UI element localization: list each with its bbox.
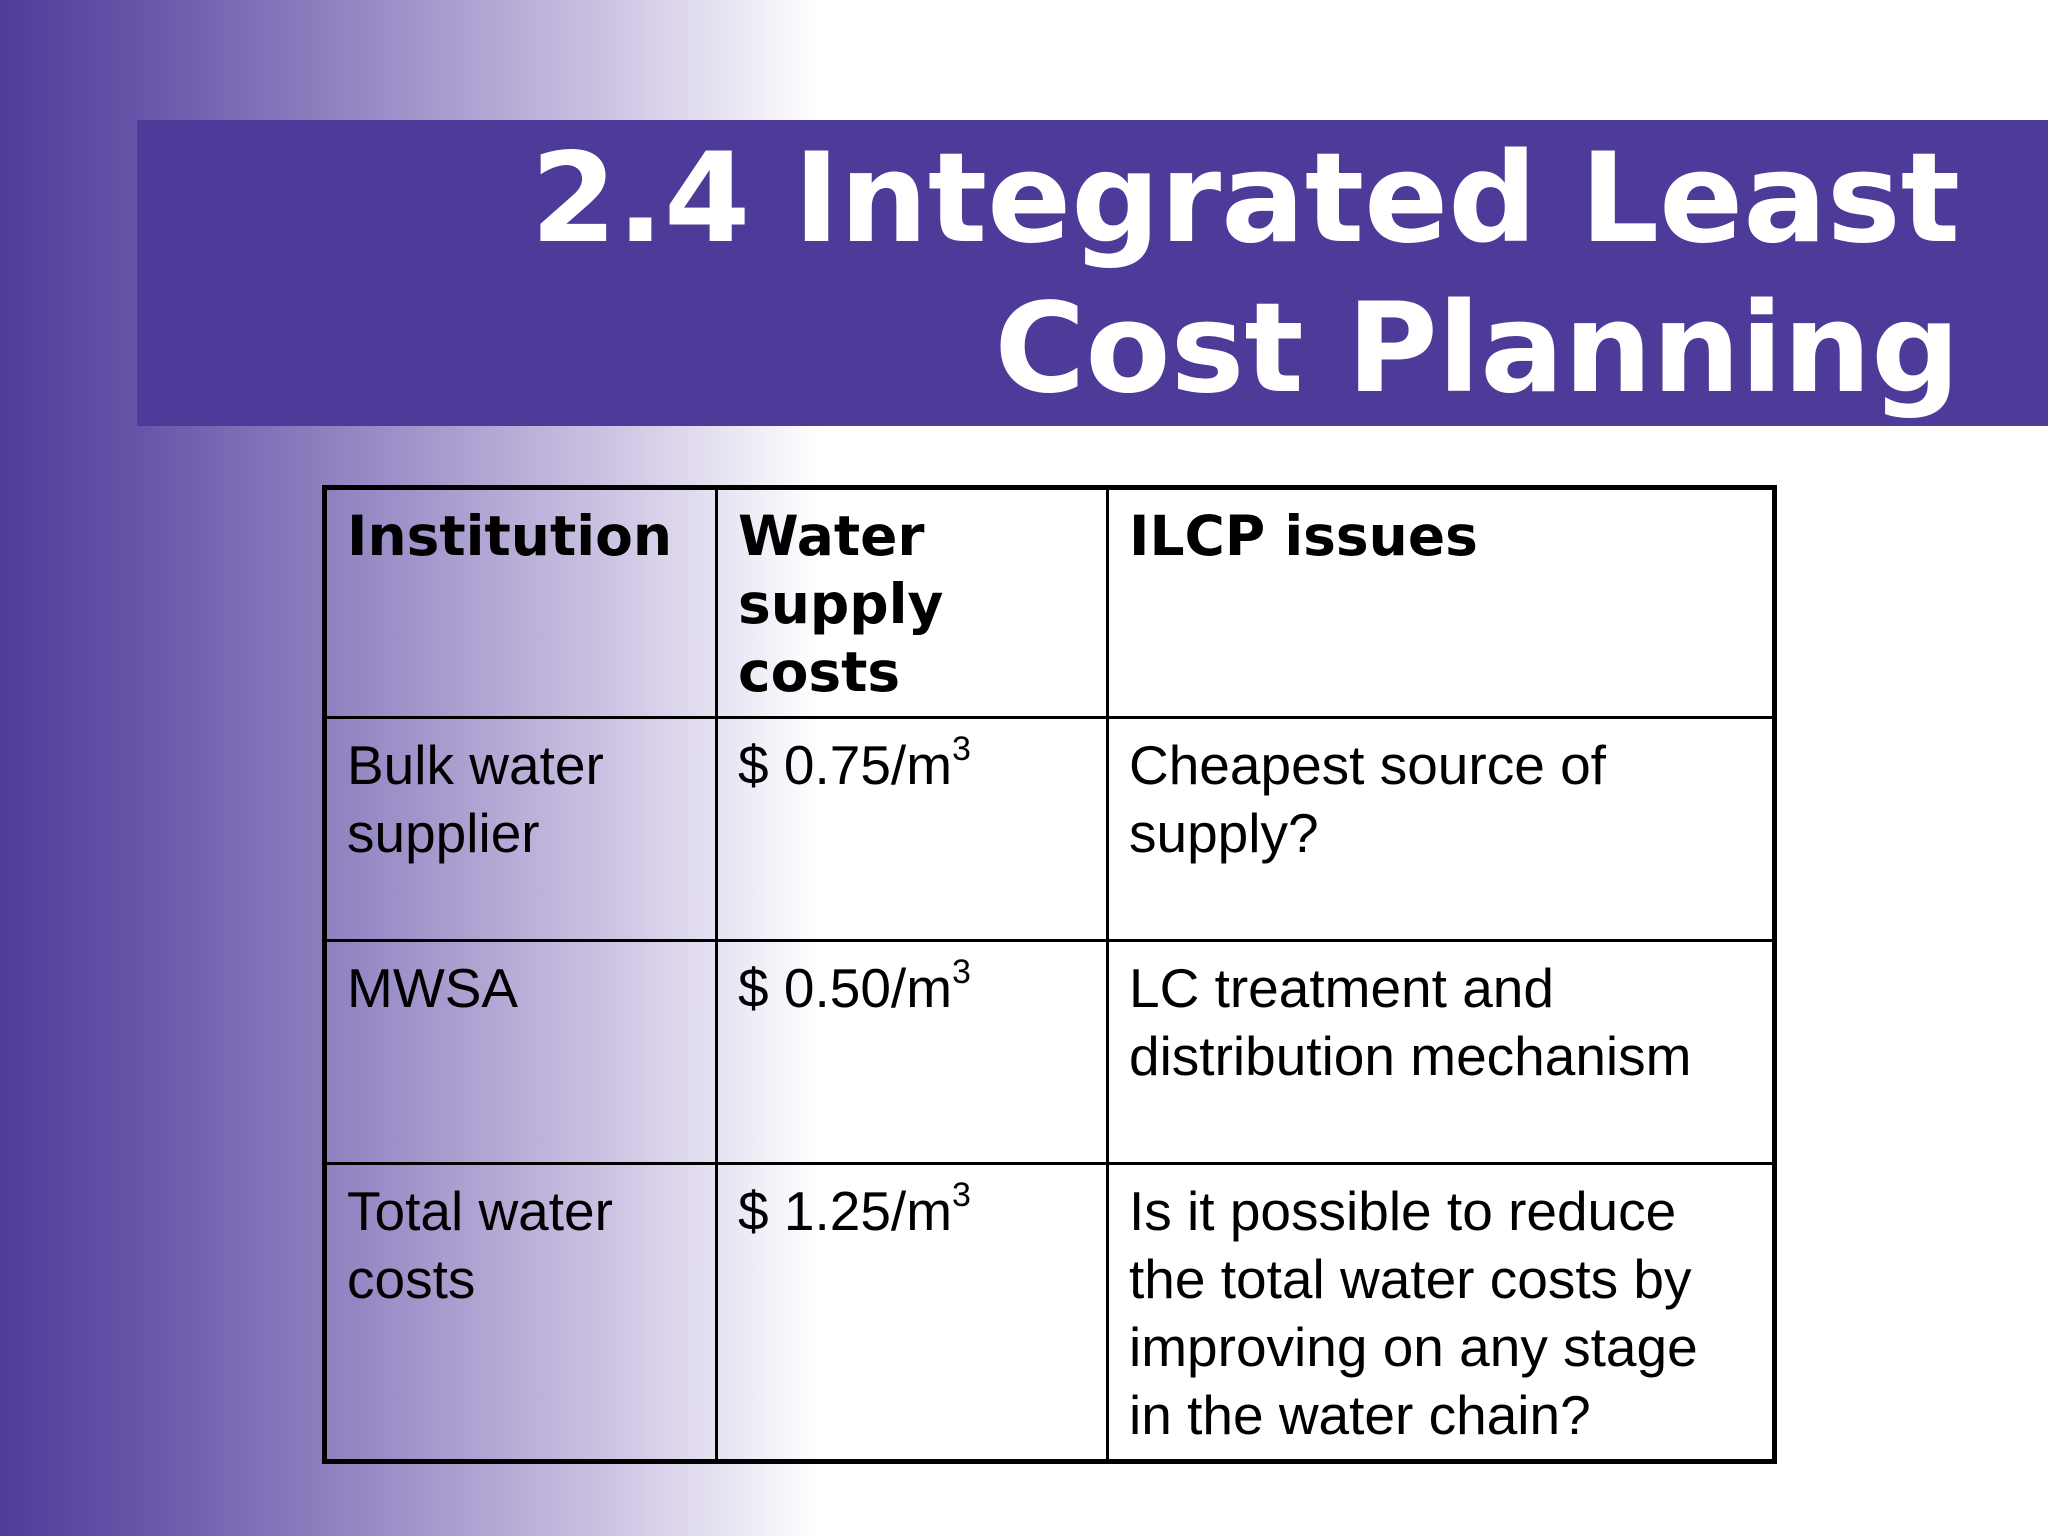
issue-cell: Cheapest source of supply? <box>1106 716 1776 942</box>
header-ilcp-issues: ILCP issues <box>1106 486 1776 719</box>
institution-cell: MWSA <box>323 939 718 1165</box>
ilcp-table: Institution Water supply costs ILCP issu… <box>322 485 1777 1464</box>
issue-cell: LC treatment and distribution mechanism <box>1106 939 1776 1165</box>
title-band: 2.4 Integrated Least Cost Planning <box>137 120 2048 426</box>
slide-title: 2.4 Integrated Least Cost Planning <box>530 127 1960 421</box>
issue-cell: Is it possible to reduce the total water… <box>1106 1162 1776 1463</box>
table-row: Bulk water supplier $ 0.75/m3 Cheapest s… <box>323 716 1776 942</box>
institution-cell: Total water costs <box>323 1162 718 1463</box>
cost-value: $ 1.25/m <box>738 1180 953 1242</box>
table-row: Total water costs $ 1.25/m3 Is it possib… <box>323 1162 1776 1463</box>
cost-value: $ 0.75/m <box>738 734 953 796</box>
table-row: MWSA $ 0.50/m3 LC treatment and distribu… <box>323 939 1776 1165</box>
header-water-supply-costs: Water supply costs <box>715 486 1109 719</box>
institution-cell: Bulk water supplier <box>323 716 718 942</box>
header-institution: Institution <box>323 486 718 719</box>
cost-cell: $ 0.75/m3 <box>715 716 1109 942</box>
cost-value: $ 0.50/m <box>738 957 953 1019</box>
table-header-row: Institution Water supply costs ILCP issu… <box>323 486 1776 719</box>
cost-exponent: 3 <box>952 953 971 991</box>
cost-cell: $ 1.25/m3 <box>715 1162 1109 1463</box>
cost-exponent: 3 <box>952 1176 971 1214</box>
cost-exponent: 3 <box>952 730 971 768</box>
cost-cell: $ 0.50/m3 <box>715 939 1109 1165</box>
